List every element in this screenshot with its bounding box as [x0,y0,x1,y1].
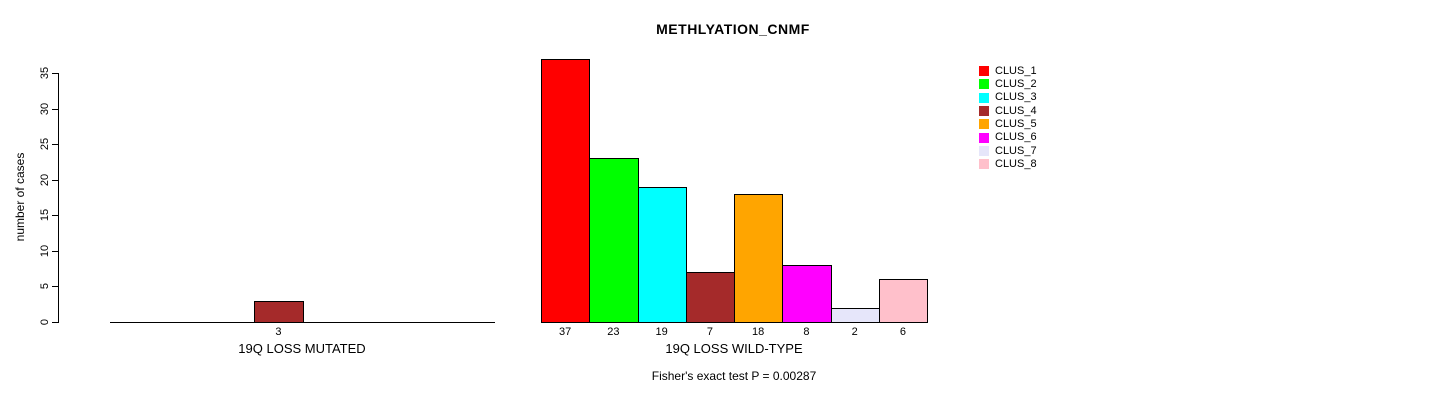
legend-swatch-clus_6 [979,132,989,143]
legend-label-clus_4: CLUS_4 [995,104,1037,117]
y-axis-tick [52,322,58,323]
chart-title: METHLYATION_CNMF [656,21,810,37]
bar-value-label: 37 [559,326,572,338]
bar-clus_1 [541,58,591,323]
y-axis-tick [52,73,58,74]
legend-swatch-clus_7 [979,146,989,157]
legend-swatch-clus_1 [979,66,989,76]
bar-clus_6 [782,265,832,323]
legend-label-clus_5: CLUS_5 [995,117,1037,130]
bar-value-label: 7 [706,326,713,338]
legend-label-clus_2: CLUS_2 [995,77,1037,90]
y-axis-tick-label: 15 [39,209,51,222]
legend-swatch-clus_3 [979,92,989,103]
y-axis-tick-label: 25 [39,138,51,151]
legend-swatch-clus_5 [979,119,989,130]
y-axis-title: number of cases [13,152,27,242]
bar-clus_4 [685,272,735,323]
group-label-wild-type: 19Q LOSS WILD-TYPE [665,341,803,356]
bar-clus_7 [830,307,880,323]
legend-label-clus_6: CLUS_6 [995,131,1037,144]
bar-clus_8 [878,279,928,323]
bar-value-label: 2 [851,326,858,338]
legend-label-clus_1: CLUS_1 [995,64,1037,77]
y-axis-tick-label: 30 [39,102,51,115]
bar-clus_5 [734,193,784,323]
y-axis-tick-label: 5 [39,283,51,290]
bar-clus_2 [589,158,639,323]
y-axis-tick-label: 20 [39,173,51,186]
bar-clus_3 [637,186,687,323]
bar-clus_4 [254,300,304,323]
y-axis-tick-label: 10 [39,244,51,257]
fisher-test-footnote: Fisher's exact test P = 0.00287 [651,369,817,383]
y-axis-tick [52,144,58,146]
bar-value-label: 18 [752,326,765,338]
y-axis-tick [52,286,58,288]
legend-label-clus_7: CLUS_7 [995,144,1037,157]
y-axis-line [58,73,59,323]
bar-value-label: 19 [655,326,668,338]
legend-label-clus_8: CLUS_8 [995,157,1037,170]
legend-swatch-clus_8 [979,159,989,170]
legend-swatch-clus_4 [979,106,989,117]
bar-value-label: 23 [607,326,620,338]
y-axis-tick-label: 35 [39,66,51,80]
legend-swatch-clus_2 [979,79,989,90]
y-axis-tick-label: 0 [39,318,51,326]
bar-value-label: 6 [899,326,906,338]
bar-value-label: 3 [275,326,282,338]
group-label-mutated: 19Q LOSS MUTATED [238,341,366,356]
y-axis-tick [52,179,58,181]
y-axis-tick [52,250,58,252]
legend-label-clus_3: CLUS_3 [995,91,1037,104]
y-axis-tick [52,108,58,110]
bar-value-label: 8 [803,326,810,338]
y-axis-tick [52,215,58,217]
